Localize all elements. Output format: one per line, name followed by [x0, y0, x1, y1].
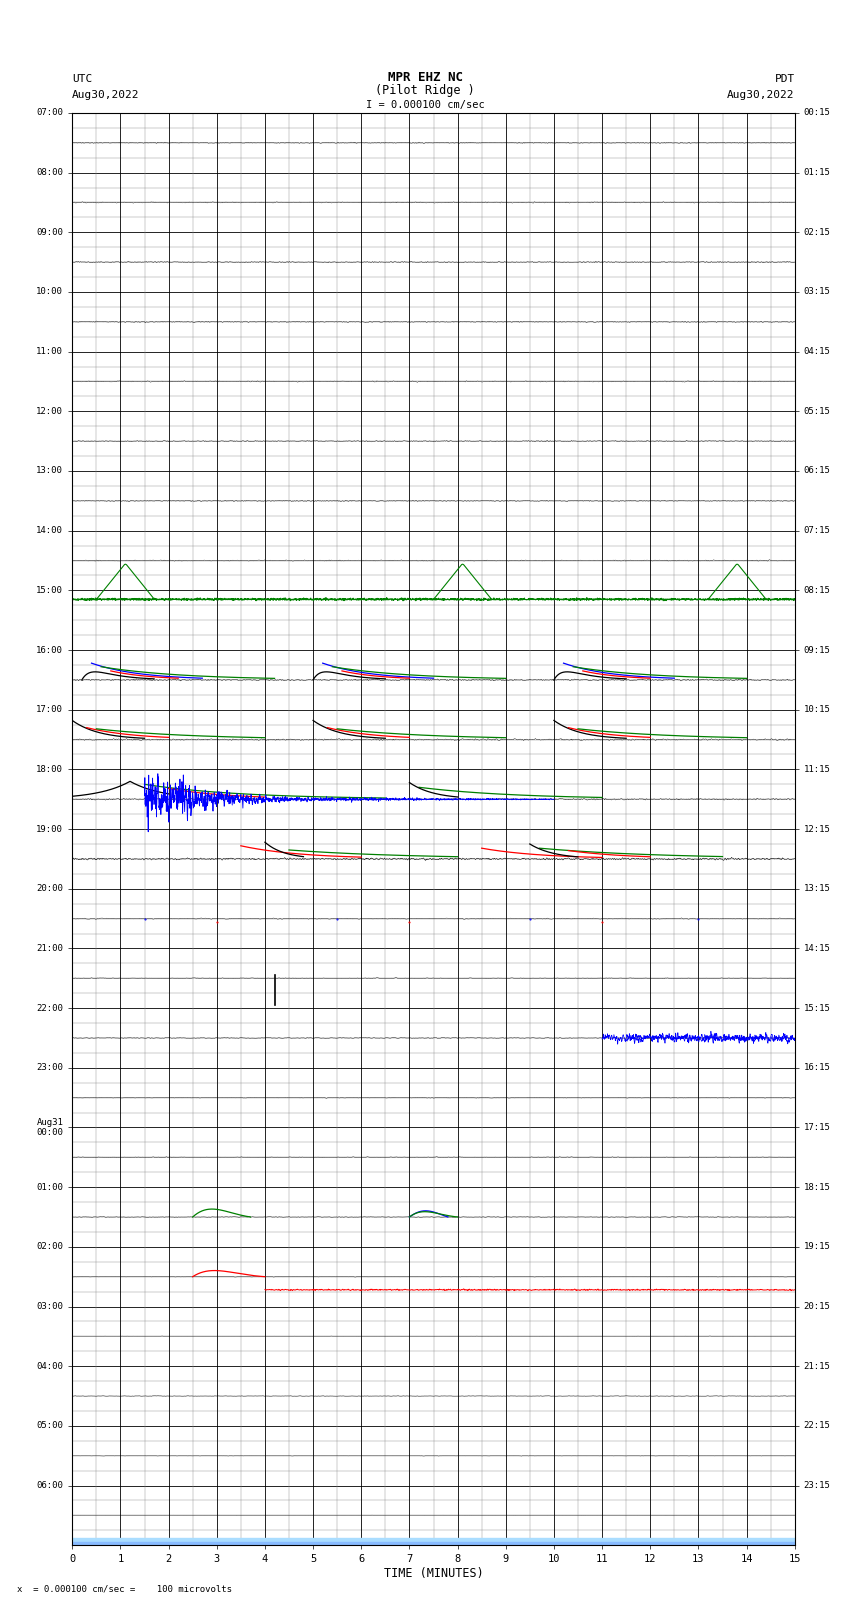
Text: (Pilot Ridge ): (Pilot Ridge ) — [375, 84, 475, 97]
Bar — [72, 1539, 795, 1545]
Text: Aug30,2022: Aug30,2022 — [728, 90, 795, 100]
Text: PDT: PDT — [774, 74, 795, 84]
Text: x  = 0.000100 cm/sec =    100 microvolts: x = 0.000100 cm/sec = 100 microvolts — [17, 1584, 232, 1594]
Bar — [72, 1542, 795, 1545]
Text: Aug30,2022: Aug30,2022 — [72, 90, 139, 100]
X-axis label: TIME (MINUTES): TIME (MINUTES) — [383, 1568, 484, 1581]
Text: UTC: UTC — [72, 74, 93, 84]
Text: I = 0.000100 cm/sec: I = 0.000100 cm/sec — [366, 100, 484, 110]
Text: MPR EHZ NC: MPR EHZ NC — [388, 71, 462, 84]
